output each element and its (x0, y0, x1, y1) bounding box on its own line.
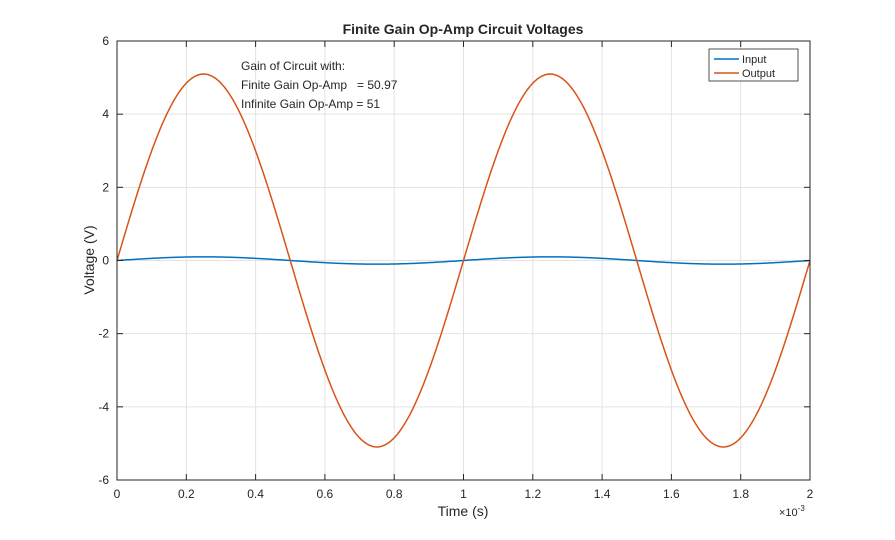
x-tick-label: 0.8 (386, 487, 403, 501)
annotation-line-2: Finite Gain Op-Amp = 50.97 (241, 78, 398, 92)
x-tick-label: 0.2 (178, 487, 195, 501)
legend: Input Output (708, 48, 799, 82)
y-tick-label: 2 (102, 180, 109, 194)
x-tick-label: 1 (460, 487, 467, 501)
chart-title: Finite Gain Op-Amp Circuit Voltages (343, 21, 584, 37)
annotation: Gain of Circuit with: Finite Gain Op-Amp… (241, 59, 398, 111)
y-tick-label: -2 (98, 327, 109, 341)
legend-label-output: Output (742, 68, 775, 80)
y-tick-label: 6 (102, 34, 109, 48)
x-tick-label: 0.4 (247, 487, 264, 501)
x-tick-label: 1.4 (594, 487, 611, 501)
y-tick-label: 0 (102, 254, 109, 268)
y-axis-label: Voltage (V) (81, 225, 97, 294)
x-axis-label: Time (s) (438, 503, 489, 519)
x-tick-label: 1.2 (524, 487, 541, 501)
annotation-line-1: Gain of Circuit with: (241, 59, 345, 73)
series-lines (116, 73, 811, 448)
legend-label-input: Input (742, 54, 766, 66)
x-tick-label: 1.6 (663, 487, 680, 501)
y-tick-label: -4 (98, 400, 109, 414)
y-tick-label: 4 (102, 107, 109, 121)
x-axis-exponent-power: -3 (798, 504, 806, 513)
axis-ticks: 0 0.2 0.4 0.6 0.8 1 1.2 1.4 1.6 1.8 2 -6 -4 -2 0 2 4 6 (98, 34, 813, 501)
legend-box (708, 48, 799, 82)
y-tick-label: -6 (98, 473, 109, 487)
series-line-output (116, 73, 811, 448)
x-tick-label: 0 (114, 487, 121, 501)
x-tick-label: 1.8 (732, 487, 749, 501)
x-tick-label: 2 (807, 487, 814, 501)
annotation-line-3: Infinite Gain Op-Amp = 51 (241, 97, 380, 111)
x-tick-label: 0.6 (317, 487, 334, 501)
x-axis-exponent: ×10-3 (779, 504, 805, 519)
